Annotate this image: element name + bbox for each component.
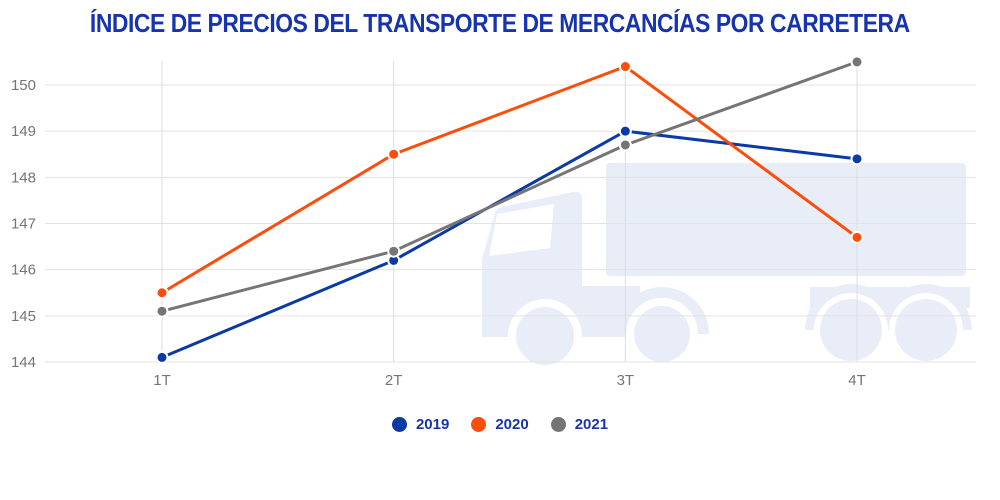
y-axis-tick-label: 149 (11, 123, 36, 140)
legend-item-2019[interactable]: 2019 (391, 415, 450, 433)
chart-title: ÍNDICE DE PRECIOS DEL TRANSPORTE DE MERC… (90, 8, 910, 38)
series-2020-point-2T[interactable] (387, 147, 401, 161)
legend-label-2021: 2021 (574, 415, 609, 433)
series-2021-point-4T[interactable] (850, 55, 864, 69)
series-2020-point-1T[interactable] (155, 286, 169, 300)
y-axis-tick-label: 144 (11, 354, 36, 371)
series-2021-point-2T[interactable] (387, 244, 401, 258)
x-axis-tick-label: 2T (385, 372, 403, 389)
legend-item-2020[interactable]: 2020 (471, 415, 529, 433)
series-2019-point-1T[interactable] (155, 350, 169, 364)
chart-header: ÍNDICE DE PRECIOS DEL TRANSPORTE DE MERC… (0, 8, 1000, 39)
truck-watermark-icon (482, 163, 972, 373)
y-axis-tick-label: 150 (11, 77, 36, 94)
series-2020-point-3T[interactable] (618, 60, 632, 74)
series-layer (155, 55, 864, 364)
y-axis-tick-label: 146 (11, 262, 36, 279)
legend-swatch-2019 (391, 416, 407, 432)
x-axis-tick-label: 4T (848, 372, 866, 389)
x-axis-tick-label: 3T (617, 372, 635, 389)
series-2021-point-3T[interactable] (618, 138, 632, 152)
y-axis-tick-label: 147 (11, 215, 36, 232)
series-2021-point-1T[interactable] (155, 304, 169, 318)
y-axis-tick-label: 145 (11, 308, 36, 325)
series-2020-line (160, 65, 859, 295)
series-2019-line (160, 129, 859, 359)
legend-swatch-2020 (471, 416, 487, 432)
legend-swatch-2021 (550, 416, 566, 432)
legend-label-2020: 2020 (495, 415, 529, 433)
series-2019-point-3T[interactable] (618, 124, 632, 138)
x-axis-tick-label: 1T (153, 372, 171, 389)
legend: 2019 2020 2021 (0, 413, 1000, 435)
series-2020-point-4T[interactable] (850, 230, 864, 244)
y-axis-tick-label: 148 (11, 169, 36, 186)
legend-item-2021[interactable]: 2021 (550, 415, 609, 433)
legend-label-2019: 2019 (415, 415, 450, 433)
series-2019-point-4T[interactable] (850, 152, 864, 166)
series-2021-line (160, 60, 859, 313)
